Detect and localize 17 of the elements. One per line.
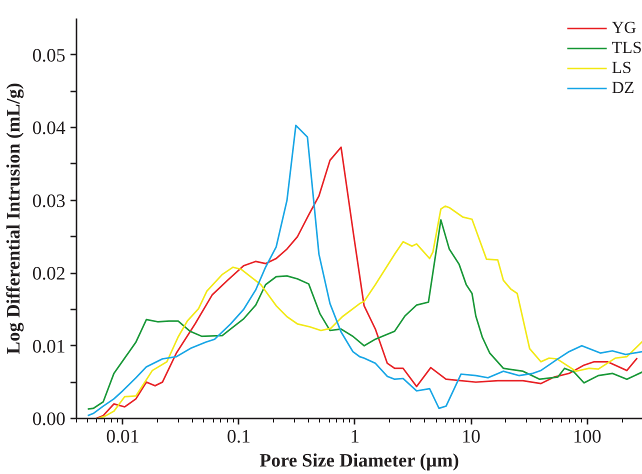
legend-label: YG	[612, 18, 636, 38]
x-tick-label: 1	[350, 426, 360, 448]
y-tick-label: 0.00	[32, 409, 66, 430]
y-tick-label: 0.05	[32, 45, 66, 66]
x-tick-label: 0.1	[226, 426, 251, 448]
x-tick-label: 10	[462, 426, 481, 448]
y-tick-label: 0.04	[32, 118, 66, 140]
legend-label: LS	[612, 58, 632, 78]
x-axis-title: Pore Size Diameter (µm)	[260, 450, 460, 472]
legend-label: DZ	[612, 78, 634, 98]
y-tick-label: 0.03	[32, 190, 66, 212]
y-axis-title: Log Differential Intrusion (mL/g)	[3, 82, 24, 354]
x-tick-label: 0.01	[106, 426, 140, 448]
y-tick-label: 0.02	[32, 264, 66, 285]
x-tick-label: 100	[572, 426, 602, 448]
y-tick-label: 0.01	[32, 336, 66, 358]
legend-label: TLS	[612, 38, 642, 58]
